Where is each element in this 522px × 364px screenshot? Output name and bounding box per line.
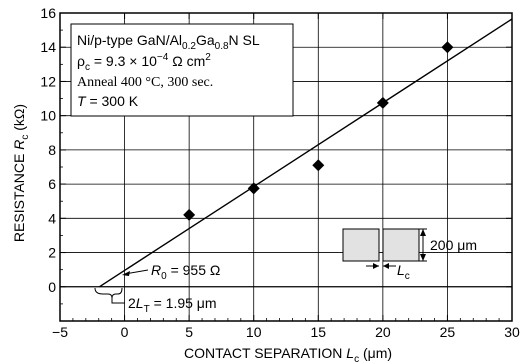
r0-annotation: R0 = 955 Ω bbox=[122, 262, 220, 282]
x-tick-label: 25 bbox=[440, 324, 456, 340]
y-tick-label: 8 bbox=[48, 142, 56, 158]
transfer-length-label: 2LT = 1.95 μm bbox=[128, 295, 217, 315]
data-points bbox=[183, 41, 454, 221]
x-tick-label: 30 bbox=[504, 324, 520, 340]
data-point-diamond bbox=[441, 41, 454, 54]
data-point-diamond bbox=[376, 96, 389, 109]
y-tick-label: 12 bbox=[40, 73, 56, 89]
r0-label: R0 = 955 Ω bbox=[151, 262, 220, 282]
x-tick-label: 0 bbox=[121, 324, 129, 340]
legend-line-temperature: T = 300 K bbox=[77, 93, 139, 109]
y-tick-label: 14 bbox=[40, 39, 56, 55]
y-tick-label: 2 bbox=[48, 245, 56, 261]
x-axis-title: CONTACT SEPARATION Lc (μm) bbox=[184, 345, 392, 364]
legend-line-anneal: Anneal 400 °C, 300 sec. bbox=[77, 75, 213, 90]
data-point-diamond bbox=[247, 182, 260, 195]
x-tick-label: 10 bbox=[246, 324, 262, 340]
linear-fit-line bbox=[99, 18, 513, 288]
plot-area-frame bbox=[59, 12, 513, 322]
transfer-length-annotation: 2LT = 1.95 μm bbox=[94, 287, 217, 315]
x-tick-label: 15 bbox=[310, 324, 326, 340]
tick-labels: −5 0 5 10 15 20 25 30 0 2 4 6 8 10 12 14 16 bbox=[40, 5, 520, 340]
y-tick-label: 4 bbox=[48, 210, 56, 226]
data-point-diamond bbox=[312, 159, 325, 172]
y-tick-label: 16 bbox=[40, 5, 56, 21]
x-tick-label: 20 bbox=[375, 324, 391, 340]
x-tick-label: 5 bbox=[185, 324, 193, 340]
legend-line-material: Ni/p-type GaN/Al0.2Ga0.8N SL bbox=[77, 32, 260, 52]
inset-width-label: 200 μm bbox=[430, 237, 477, 253]
pad-geometry-inset: 200 μm Lc bbox=[342, 228, 477, 282]
sample-legend-box: Ni/p-type GaN/Al0.2Ga0.8N SL ρc = 9.3 × … bbox=[70, 23, 294, 117]
legend-line-resistivity: ρc = 9.3 × 10−4 Ω cm2 bbox=[77, 52, 211, 73]
y-tick-label: 6 bbox=[48, 176, 56, 192]
y-axis-title: RESISTANCE Rc (kΩ) bbox=[11, 104, 31, 242]
y-tick-label: 10 bbox=[40, 108, 56, 124]
x-tick-label: −5 bbox=[52, 324, 68, 340]
data-point-diamond bbox=[183, 208, 196, 221]
y-tick-label: 0 bbox=[48, 279, 56, 295]
inset-gap-label: Lc bbox=[397, 262, 410, 282]
